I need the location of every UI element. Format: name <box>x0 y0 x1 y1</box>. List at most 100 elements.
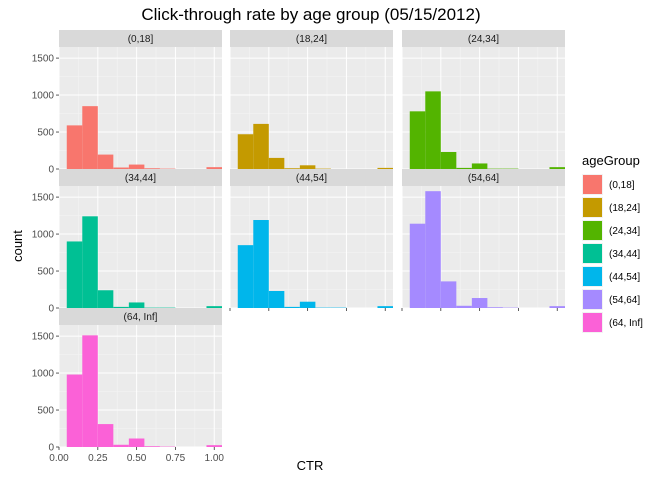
histogram-bar <box>113 167 129 169</box>
legend-key-24-34 <box>583 221 602 240</box>
legend-key-18-24 <box>583 198 602 217</box>
histogram-bar <box>284 168 300 169</box>
histogram-bar <box>268 290 285 308</box>
x-axis-title: CTR <box>297 458 324 473</box>
histogram-bar <box>471 163 488 169</box>
histogram-bar <box>237 245 254 308</box>
histogram-bar <box>440 281 457 308</box>
facet-strip-label: (24,34] <box>468 34 499 45</box>
legend-label: (64, Inf] <box>609 318 643 329</box>
histogram-bar <box>440 151 457 169</box>
facet-strip-label: (18,24] <box>296 34 327 45</box>
histogram-bar <box>97 154 114 169</box>
legend-key-34-44 <box>583 244 602 263</box>
histogram-bar <box>206 445 222 447</box>
histogram-bar <box>487 307 503 308</box>
legend-label: (18,24] <box>609 203 640 214</box>
histogram-bar <box>456 167 472 169</box>
histogram-bar <box>268 157 285 169</box>
histogram-bar <box>128 164 145 169</box>
facet-24-34: (24,34] <box>401 30 565 170</box>
histogram-bar <box>206 306 222 308</box>
facet-strip <box>59 308 222 325</box>
y-tick-label: 1500 <box>32 193 55 204</box>
legend-label: (34,44] <box>609 249 640 260</box>
legend-label: (0,18] <box>609 180 635 191</box>
facet-strip-label: (34,44] <box>125 173 156 184</box>
x-tick-label: 0.25 <box>88 453 108 464</box>
histogram-bar <box>377 306 393 308</box>
histogram-bar <box>113 306 129 308</box>
legend-key-64-inf <box>583 313 602 332</box>
x-tick-label: 1.00 <box>205 453 225 464</box>
histogram-bar <box>66 374 83 447</box>
facet-panels: (0,18] 0 500 1000 1500 (18,24] (24,34] (34,44] 0… <box>32 30 565 464</box>
histogram-bar <box>82 216 98 308</box>
histogram-bar <box>284 306 300 308</box>
y-tick-label: 500 <box>37 406 54 417</box>
histogram-bar <box>409 111 426 169</box>
histogram-bar <box>425 91 441 169</box>
histogram-bar <box>97 290 114 308</box>
legend-label: (54,64] <box>609 295 640 306</box>
histogram-bar <box>82 335 98 447</box>
facet-strip-label: (54,64] <box>468 173 499 184</box>
facet-64-inf: (64, Inf] 0 500 1000 1500 0.00 0.25 0.50 0.75 1.0… <box>32 308 225 464</box>
facet-54-64: (54,64] <box>401 169 565 311</box>
facet-strip <box>59 169 222 186</box>
histogram-bar <box>549 167 565 169</box>
facet-strip-label: (64, Inf] <box>124 312 158 323</box>
legend-key-44-54 <box>583 267 602 286</box>
legend-label: (44,54] <box>609 272 640 283</box>
histogram-bar <box>299 165 316 169</box>
y-tick-label: 1000 <box>32 369 55 380</box>
y-tick-label: 0 <box>48 165 54 176</box>
histogram-bar <box>409 223 426 308</box>
chart-title: Click-through rate by age group (05/15/2… <box>141 5 480 24</box>
legend-key-54-64 <box>583 290 602 309</box>
y-tick-label: 1500 <box>32 54 55 65</box>
y-tick-label: 500 <box>37 267 54 278</box>
y-tick-label: 0 <box>48 443 54 454</box>
facet-18-24: (18,24] <box>229 30 393 170</box>
y-tick-label: 1000 <box>32 230 55 241</box>
facet-34-44: (34,44] 0 500 1000 1500 <box>32 169 222 315</box>
legend-key-0-18 <box>583 175 602 194</box>
histogram-bar <box>253 220 269 308</box>
histogram-bar <box>82 106 98 169</box>
y-axis-title: count <box>10 230 25 262</box>
facet-0-18: (0,18] 0 500 1000 1500 <box>32 30 222 176</box>
histogram-bar <box>471 298 488 308</box>
histogram-bar <box>425 191 441 308</box>
facet-strip <box>402 30 565 47</box>
histogram-bar <box>237 134 254 169</box>
histogram-bar <box>253 123 269 169</box>
y-tick-label: 500 <box>37 128 54 139</box>
histogram-bar <box>128 302 145 308</box>
y-tick-label: 0 <box>48 304 54 315</box>
histogram-bar <box>128 438 145 447</box>
facet-44-54: (44,54] <box>229 169 393 311</box>
legend-title: ageGroup <box>582 153 640 168</box>
histogram-bar <box>377 167 393 169</box>
x-tick-label: 0.50 <box>127 453 147 464</box>
histogram-bar <box>549 306 565 308</box>
histogram-bar <box>206 167 222 169</box>
histogram-bar <box>113 444 129 447</box>
histogram-bar <box>66 125 83 169</box>
x-tick-label: 0.00 <box>49 453 69 464</box>
y-tick-label: 1000 <box>32 91 55 102</box>
facet-strip-label: (44,54] <box>296 173 327 184</box>
facet-strip <box>230 169 393 186</box>
histogram-bar <box>144 446 160 447</box>
facet-strip <box>230 30 393 47</box>
legend-label: (24,34] <box>609 226 640 237</box>
y-tick-label: 1500 <box>32 332 55 343</box>
legend: ageGroup (0,18] (18,24] (24,34] (34,44] (44,… <box>582 153 643 333</box>
x-tick-label: 0.75 <box>166 453 186 464</box>
histogram-bar <box>299 301 316 308</box>
facet-strip <box>402 169 565 186</box>
histogram-bar <box>66 241 83 308</box>
facet-strip-label: (0,18] <box>128 34 154 45</box>
